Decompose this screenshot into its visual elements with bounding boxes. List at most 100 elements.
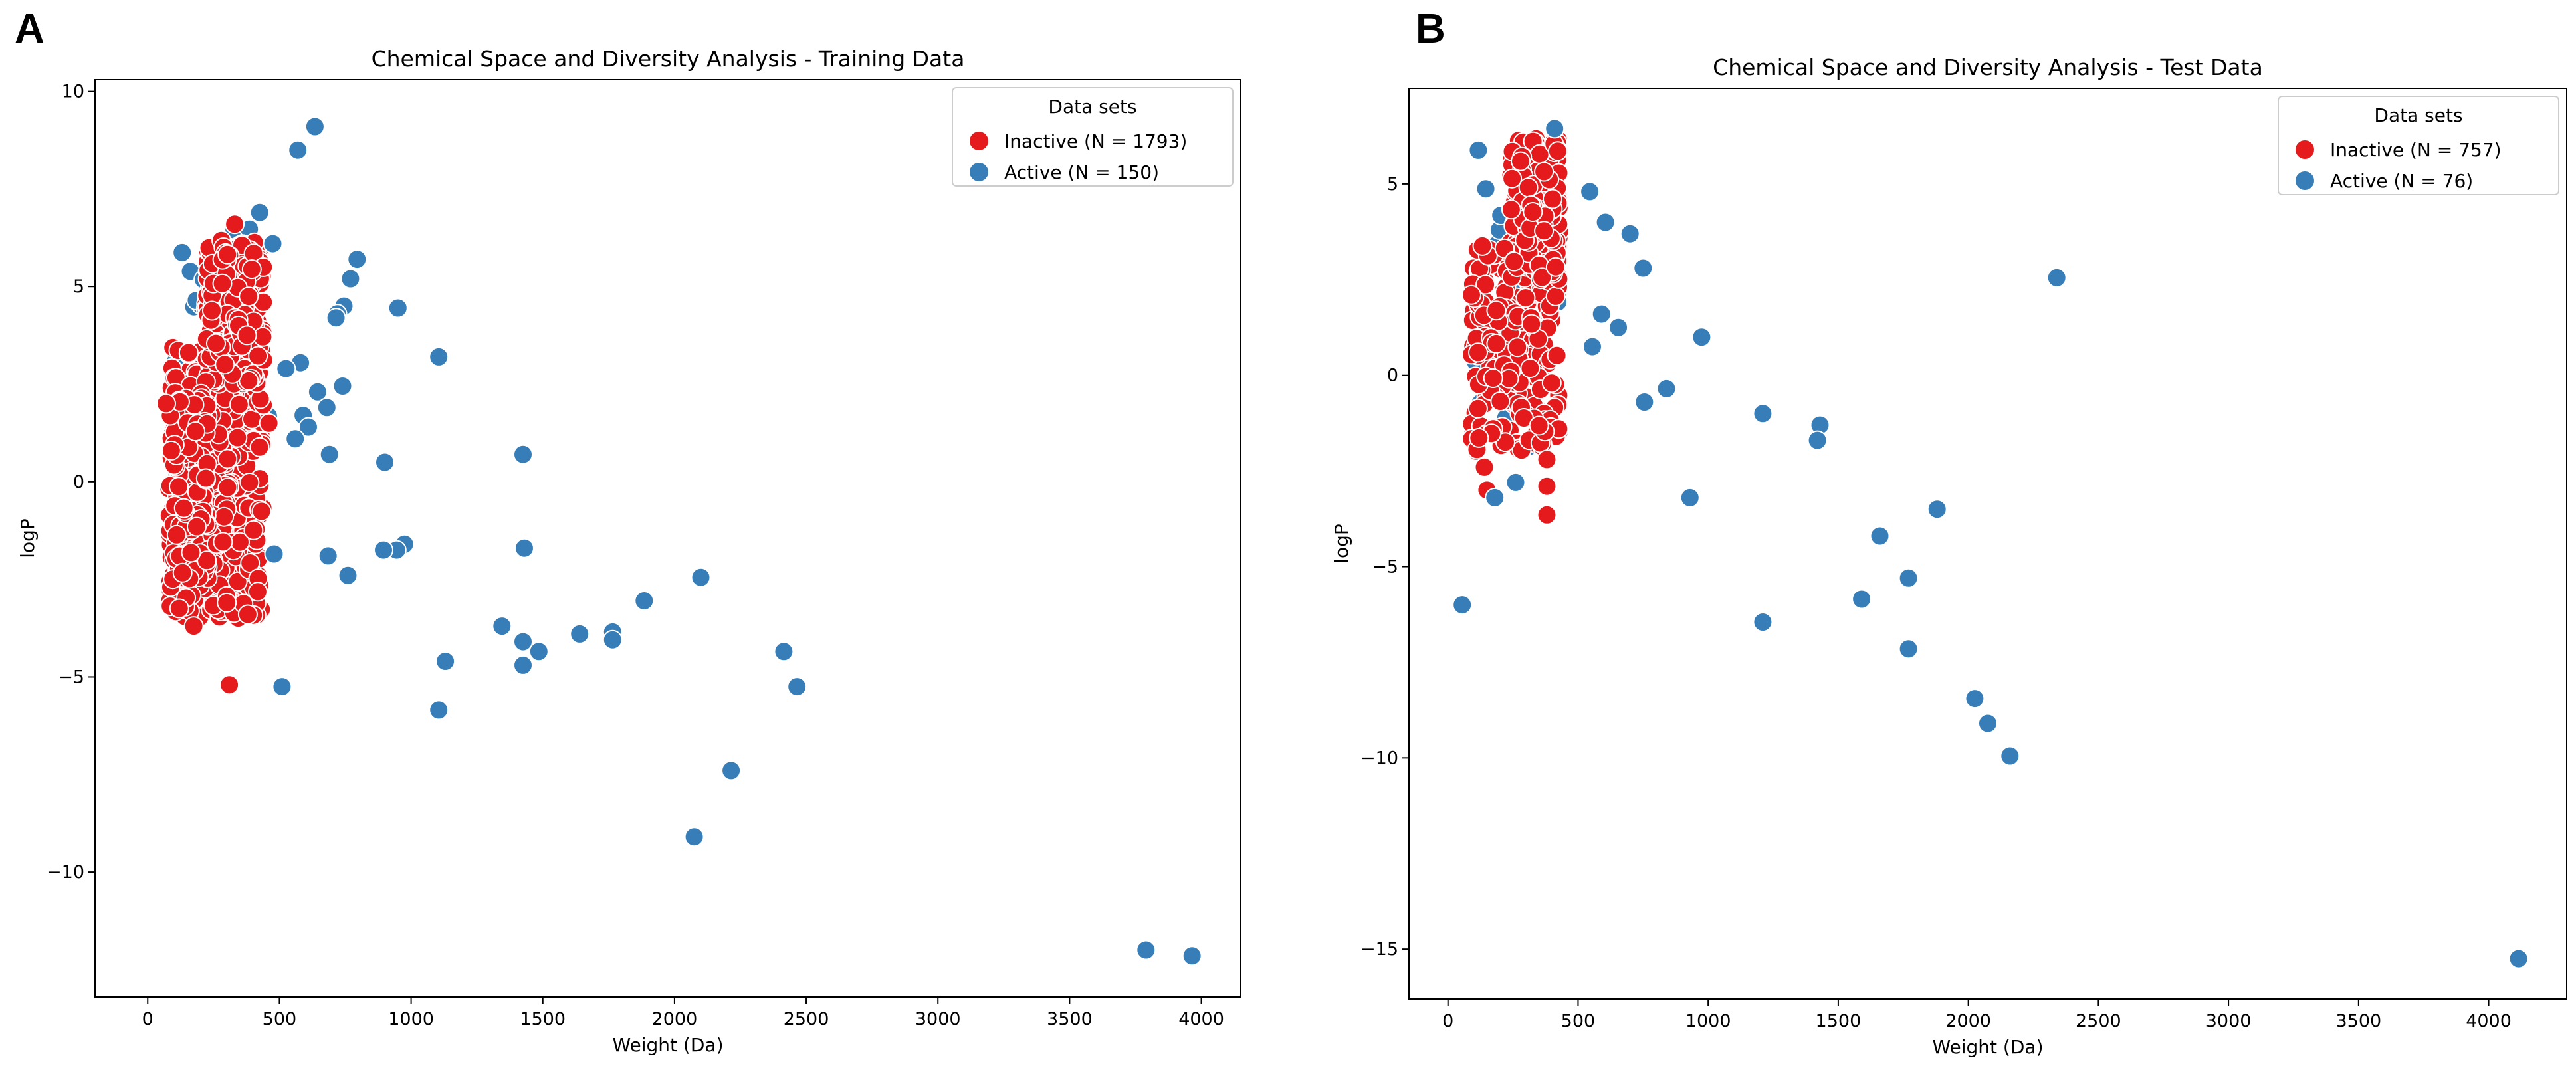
point-inactive bbox=[1461, 284, 1481, 305]
point-inactive bbox=[239, 286, 259, 307]
point-active bbox=[1468, 140, 1489, 160]
point-inactive bbox=[166, 524, 187, 545]
point-inactive bbox=[1534, 221, 1555, 241]
point-inactive bbox=[214, 506, 235, 527]
point-inactive bbox=[1537, 476, 1557, 496]
point-inactive bbox=[1486, 333, 1507, 354]
legend-box bbox=[952, 87, 1234, 187]
legend-box bbox=[2278, 96, 2559, 195]
point-inactive bbox=[1518, 177, 1539, 198]
plot-frame bbox=[94, 79, 1241, 998]
point-active bbox=[338, 565, 358, 586]
point-inactive bbox=[249, 437, 270, 457]
point-active bbox=[172, 242, 193, 263]
x-tick-label: 3000 bbox=[2206, 1011, 2252, 1031]
point-inactive bbox=[1523, 202, 1543, 222]
point-inactive bbox=[156, 393, 176, 414]
point-inactive bbox=[1532, 267, 1553, 288]
x-tick-label: 1000 bbox=[388, 1009, 434, 1029]
point-active bbox=[1807, 430, 1828, 451]
y-tick-label: −5 bbox=[1372, 557, 1398, 578]
point-active bbox=[1691, 327, 1712, 348]
point-active bbox=[1679, 487, 1700, 508]
legend-title: Data sets bbox=[2374, 104, 2462, 126]
point-inactive bbox=[1537, 449, 1557, 470]
x-tick-label: 2500 bbox=[2076, 1011, 2121, 1031]
y-axis-label: logP bbox=[17, 518, 39, 558]
point-active bbox=[319, 444, 340, 465]
point-inactive bbox=[1545, 286, 1566, 306]
point-active bbox=[721, 760, 742, 781]
chart-title: Chemical Space and Diversity Analysis - … bbox=[372, 46, 965, 72]
legend-entry: Inactive (N = 1793) bbox=[1004, 130, 1187, 152]
point-inactive bbox=[195, 468, 216, 488]
point-active bbox=[1753, 612, 1773, 632]
point-inactive bbox=[215, 354, 235, 375]
y-tick-label: −10 bbox=[1360, 748, 1398, 768]
point-inactive bbox=[241, 259, 262, 280]
point-active bbox=[340, 269, 361, 289]
point-inactive bbox=[197, 550, 217, 571]
panel-letter-a: A bbox=[15, 6, 45, 52]
point-active bbox=[1978, 713, 1998, 734]
point-inactive bbox=[169, 477, 189, 497]
point-inactive bbox=[1469, 427, 1489, 448]
x-tick-label: 4000 bbox=[2466, 1011, 2512, 1031]
point-inactive bbox=[181, 542, 201, 563]
point-active bbox=[387, 298, 408, 318]
y-tick-label: 5 bbox=[1387, 174, 1398, 195]
y-tick-label: 10 bbox=[62, 82, 84, 102]
point-active bbox=[684, 827, 704, 847]
point-active bbox=[249, 202, 270, 223]
point-active bbox=[326, 308, 346, 328]
legend-entry: Inactive (N = 757) bbox=[2330, 139, 2502, 161]
y-tick-label: 0 bbox=[73, 472, 84, 492]
point-active bbox=[1656, 378, 1677, 399]
point-active bbox=[285, 429, 306, 449]
chart-a: 0 500 1000 1500 2000 2500 3000 3500 4000 −10 −5 0 5 1… bbox=[17, 46, 1241, 1056]
legend-marker bbox=[968, 161, 990, 183]
legend-entry: Active (N = 150) bbox=[1004, 161, 1159, 183]
point-active bbox=[1965, 689, 1985, 709]
legend-entry: Active (N = 76) bbox=[2330, 170, 2473, 192]
x-tick-label: 0 bbox=[142, 1009, 154, 1029]
point-active bbox=[304, 116, 325, 137]
point-inactive bbox=[1520, 358, 1541, 378]
point-inactive bbox=[187, 516, 207, 537]
point-active bbox=[288, 140, 308, 160]
point-inactive bbox=[225, 214, 245, 235]
point-active bbox=[1485, 487, 1505, 508]
point-inactive bbox=[219, 675, 240, 695]
point-active bbox=[263, 233, 283, 254]
point-inactive bbox=[178, 342, 199, 363]
point-inactive bbox=[259, 413, 279, 433]
point-active bbox=[429, 346, 449, 367]
point-active bbox=[634, 591, 655, 611]
x-tick-label: 3500 bbox=[1047, 1009, 1093, 1029]
point-inactive bbox=[169, 598, 189, 619]
point-inactive bbox=[173, 498, 194, 518]
point-inactive bbox=[206, 333, 226, 354]
x-tick-label: 0 bbox=[1442, 1011, 1453, 1031]
point-inactive bbox=[1472, 235, 1493, 256]
x-tick-label: 3500 bbox=[2335, 1011, 2381, 1031]
legend: Data sets Inactive (N = 757) Active (N = 7… bbox=[2278, 96, 2559, 195]
point-active bbox=[307, 381, 328, 402]
point-active bbox=[602, 629, 623, 650]
x-tick-label: 1000 bbox=[1685, 1011, 1731, 1031]
y-tick-label: −10 bbox=[47, 862, 84, 883]
point-inactive bbox=[1490, 391, 1511, 411]
x-tick-label: 500 bbox=[263, 1009, 297, 1029]
point-active bbox=[513, 444, 533, 465]
point-inactive bbox=[237, 325, 257, 346]
point-active bbox=[272, 677, 292, 697]
y-axis-label: logP bbox=[1331, 524, 1352, 564]
point-inactive bbox=[251, 501, 272, 522]
point-inactive bbox=[227, 427, 248, 448]
point-inactive bbox=[1521, 314, 1542, 334]
point-active bbox=[1582, 336, 1602, 357]
point-active bbox=[1898, 568, 1919, 588]
point-active bbox=[1633, 258, 1654, 278]
y-tick-label: −5 bbox=[58, 667, 84, 687]
point-active bbox=[1475, 179, 1496, 199]
